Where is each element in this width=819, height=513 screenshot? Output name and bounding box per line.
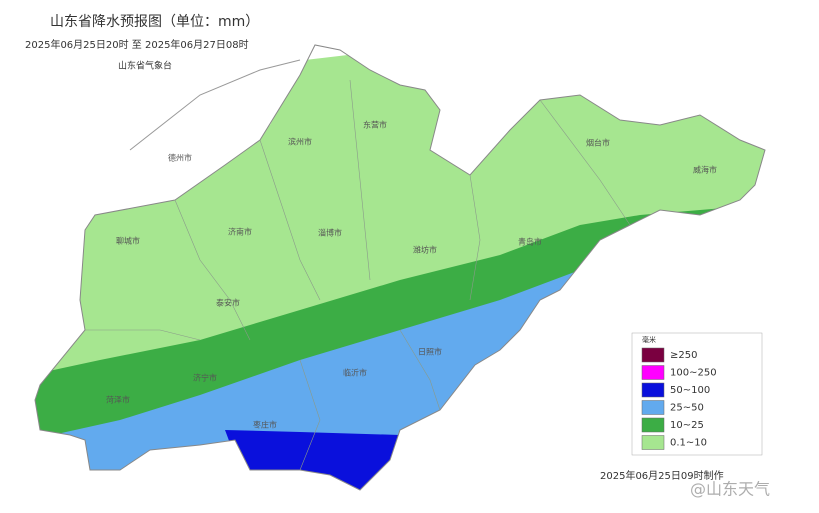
city-label: 泰安市 <box>216 298 240 308</box>
city-label: 济宁市 <box>193 373 217 383</box>
city-label: 潍坊市 <box>413 245 437 255</box>
city-label: 临沂市 <box>343 368 367 378</box>
city-label: 枣庄市 <box>253 420 277 430</box>
legend: ≥250 100~250 50~100 25~50 10~25 0.1~10 <box>641 347 717 450</box>
forecast-period: 2025年06月25日20时 至 2025年06月27日08时 <box>25 38 249 51</box>
legend-label: 25~50 <box>670 403 704 414</box>
legend-swatch <box>641 382 665 398</box>
legend-label: ≥250 <box>670 350 697 361</box>
city-label: 菏泽市 <box>106 395 130 405</box>
map-title: 山东省降水预报图（单位：mm） <box>50 14 259 30</box>
made-time: 2025年06月25日09时制作 <box>600 469 724 482</box>
legend-unit: 毫米 <box>642 335 656 344</box>
legend-label: 100~250 <box>670 368 717 379</box>
city-label: 东营市 <box>363 120 387 130</box>
legend-label: 10~25 <box>670 420 704 431</box>
city-label: 青岛市 <box>518 237 542 247</box>
city-label: 滨州市 <box>288 137 312 147</box>
legend-label: 50~100 <box>670 385 710 396</box>
band-50-100 <box>225 430 400 490</box>
city-label: 威海市 <box>693 165 717 175</box>
coast-line <box>129 59 301 151</box>
city-label: 济南市 <box>228 227 252 237</box>
province-outline <box>34 44 766 491</box>
legend-swatch <box>641 400 665 415</box>
legend-swatch <box>641 347 665 363</box>
legend-swatch <box>641 435 665 450</box>
city-label: 德州市 <box>168 153 192 163</box>
city-label: 淄博市 <box>318 228 342 238</box>
city-label: 日照市 <box>418 347 442 357</box>
legend-swatch <box>641 417 665 433</box>
watermark: @山东天气 <box>690 480 770 499</box>
issuer: 山东省气象台 <box>118 60 172 72</box>
city-boundaries <box>85 79 631 471</box>
city-label: 烟台市 <box>586 138 610 148</box>
city-label: 聊城市 <box>116 236 140 246</box>
legend-swatch <box>641 365 665 380</box>
legend-label: 0.1~10 <box>670 438 707 449</box>
